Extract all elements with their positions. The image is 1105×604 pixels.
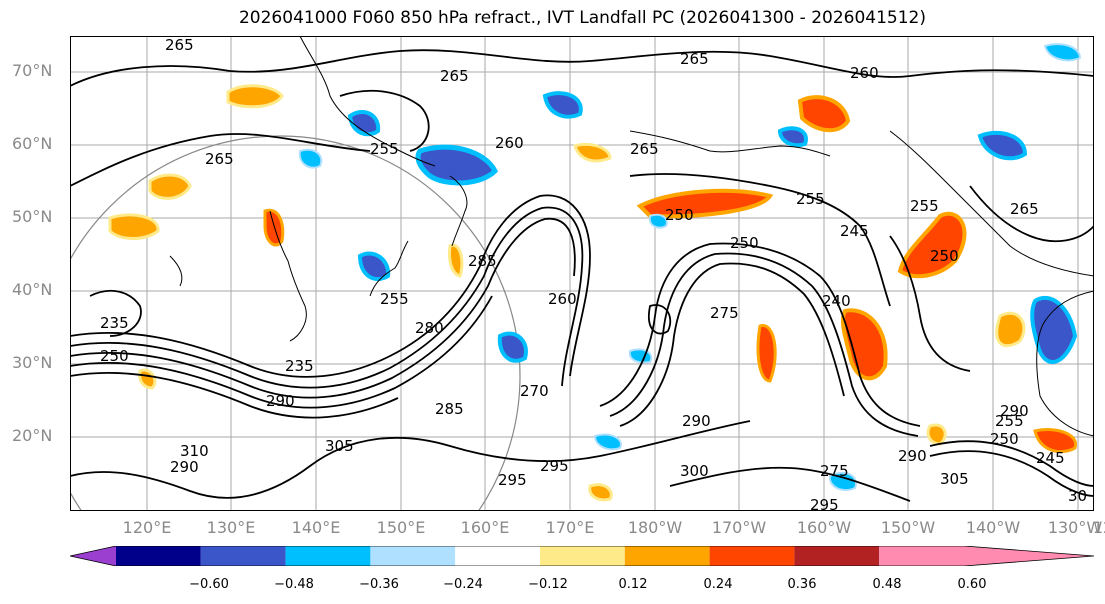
contour-label: 310 (180, 442, 209, 460)
colorbar (70, 546, 1094, 566)
contour-label: 250 (100, 347, 129, 365)
contour-label: 305 (940, 470, 969, 488)
colorbar-tick: 0.12 (618, 577, 648, 592)
colorbar-segment (285, 546, 371, 566)
contour-labels: 265 265 265 260 255 260 265 250 255 265 … (100, 36, 1087, 511)
contour-label: 30 (1068, 487, 1087, 505)
lon-label: 120°W (1092, 518, 1105, 537)
positive-anomaly-fills (108, 84, 1078, 502)
contour-label: 245 (1036, 449, 1065, 467)
lon-label: 160°W (796, 518, 852, 537)
lon-label: 140°W (965, 518, 1021, 537)
lat-label: 60°N (12, 134, 53, 153)
contour-label: 290 (898, 447, 927, 465)
colorbar-tick: 0.24 (703, 577, 733, 592)
colorbar-segment (794, 546, 880, 566)
colorbar-segment (624, 546, 710, 566)
lon-label: 170°W (711, 518, 767, 537)
colorbar-tick: −0.60 (189, 577, 229, 592)
lat-label: 30°N (12, 353, 53, 372)
contour-label: 290 (682, 412, 711, 430)
contour-label: 260 (850, 64, 879, 82)
lat-label: 50°N (12, 207, 53, 226)
map-title: 2026041000 F060 850 hPa refract., IVT La… (238, 8, 926, 28)
contour-label: 235 (285, 357, 314, 375)
colorbar-segment (200, 546, 286, 566)
contour-label: 265 (1010, 200, 1039, 218)
colorbar-tick: 0.36 (787, 577, 817, 592)
contour-label: 265 (165, 36, 194, 54)
contour-label: 285 (435, 400, 464, 418)
contour-label: 255 (796, 190, 825, 208)
contour-label: 270 (520, 382, 549, 400)
colorbar-tick: 0.48 (872, 577, 902, 592)
contour-label: 290 (170, 458, 199, 476)
contour-label: 250 (930, 247, 959, 265)
lat-label: 70°N (12, 61, 53, 80)
contours (70, 49, 1094, 502)
contour-label: 255 (370, 140, 399, 158)
colorbar-segment (116, 546, 201, 566)
contour-label: 265 (440, 67, 469, 85)
lon-label: 180°W (627, 518, 683, 537)
contour-label: 235 (100, 314, 129, 332)
lat-label: 40°N (12, 280, 53, 299)
contour-label: 290 (266, 392, 295, 410)
colorbar-segment (879, 546, 964, 566)
colorbar-segment (709, 546, 795, 566)
contour-label: 275 (820, 462, 849, 480)
contour-label: 265 (630, 140, 659, 158)
contour-label: 305 (325, 437, 354, 455)
contour-label: 290 (1000, 402, 1029, 420)
colorbar-tick: −0.48 (274, 577, 314, 592)
lat-label: 20°N (12, 426, 53, 445)
contour-label: 295 (810, 496, 839, 511)
contour-label: 250 (730, 234, 759, 252)
colorbar-tick: 0.60 (957, 577, 987, 592)
colorbar-segment (540, 546, 625, 566)
contour-label: 265 (680, 50, 709, 68)
contour-label: 275 (710, 304, 739, 322)
lon-label: 150°W (880, 518, 936, 537)
negative-anomaly-fills (298, 43, 1082, 492)
contour-label: 295 (540, 457, 569, 475)
contour-label: 280 (415, 319, 444, 337)
contour-label: 240 (822, 292, 851, 310)
contour-label: 260 (548, 290, 577, 308)
colorbar-tick: −0.12 (528, 577, 568, 592)
contour-label: 255 (910, 197, 939, 215)
lon-label: 170°E (545, 518, 595, 537)
contour-label: 245 (840, 222, 869, 240)
contour-label: 295 (498, 471, 527, 489)
lon-label: 160°E (460, 518, 510, 537)
contour-label: 260 (495, 134, 524, 152)
lon-label: 130°W (1047, 518, 1103, 537)
colorbar-over-arrow (964, 546, 1094, 566)
contour-label: 255 (995, 412, 1024, 430)
lon-label: 120°E (122, 518, 172, 537)
contour-label: 255 (380, 290, 409, 308)
colorbar-segment (370, 546, 456, 566)
map-panel: 265 265 265 260 255 260 265 250 255 265 … (70, 36, 1094, 511)
contour-label: 250 (665, 206, 694, 224)
lon-label: 150°E (376, 518, 426, 537)
colorbar-tick: −0.24 (443, 577, 483, 592)
lon-label: 130°E (206, 518, 256, 537)
contour-label: 300 (680, 462, 709, 480)
colorbar-segment (455, 546, 540, 566)
lon-label: 140°E (291, 518, 341, 537)
contour-label: 285 (468, 252, 497, 270)
contour-label: 250 (990, 430, 1019, 448)
colorbar-under-arrow (70, 546, 116, 566)
colorbar-tick: −0.36 (359, 577, 399, 592)
contour-label: 265 (205, 150, 234, 168)
region-circle (70, 135, 521, 511)
